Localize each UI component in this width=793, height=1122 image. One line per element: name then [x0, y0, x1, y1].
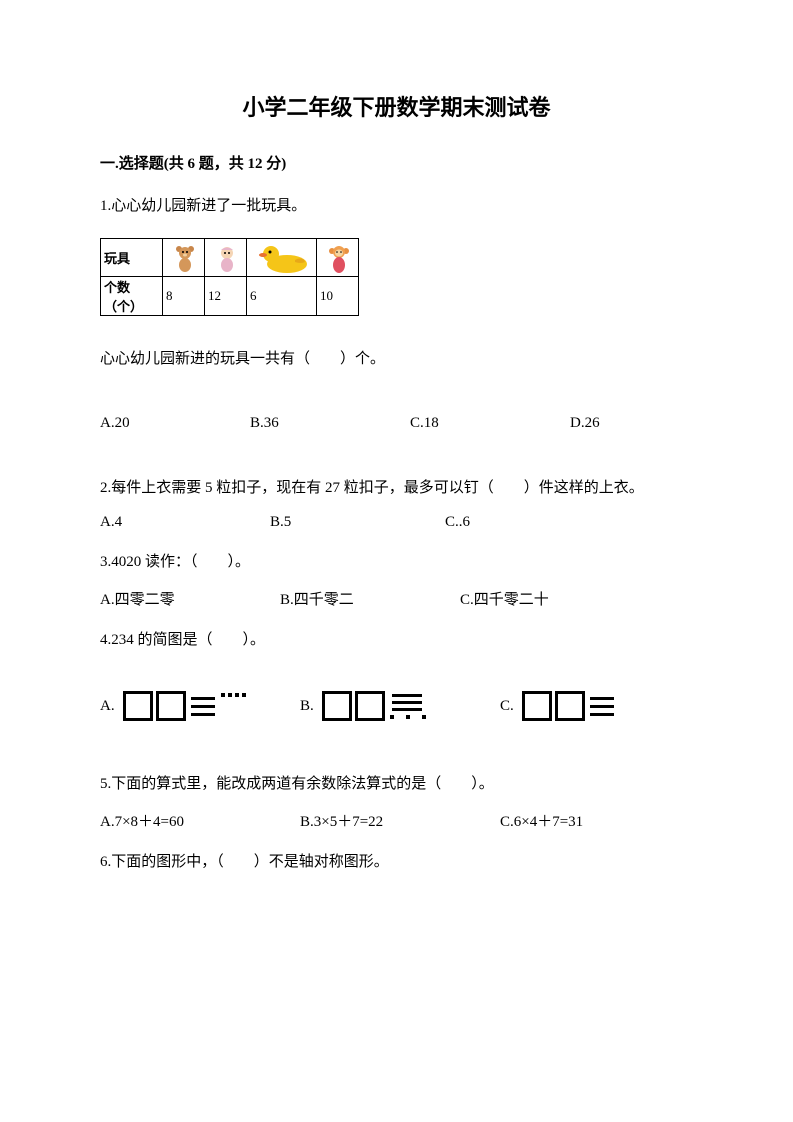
option-A-label: A. [100, 698, 115, 715]
option-A: A.四零二零 [100, 588, 280, 609]
section-header: 一.选择题(共 6 题，共 12 分) [100, 152, 693, 173]
count-cell: 10 [317, 277, 359, 316]
diagram-C [522, 691, 614, 721]
q6-text: 6.下面的图形中，（ ）不是轴对称图形。 [100, 849, 693, 876]
option-B: B.3×5＋7=22 [300, 810, 500, 831]
toy-label: 玩具 [101, 239, 163, 277]
duck-icon [255, 242, 311, 274]
q5-options: A.7×8＋4=60 B.3×5＋7=22 C.6×4＋7=31 [100, 810, 693, 831]
option-C-label: C. [500, 698, 514, 715]
count-label: 个数（个） [101, 277, 163, 316]
option-B-label: B. [300, 698, 314, 715]
toy-cell-bear [163, 239, 205, 277]
page-title: 小学二年级下册数学期末测试卷 [100, 90, 693, 122]
toy-cell-duck [247, 239, 317, 277]
bear-icon [172, 243, 198, 273]
table-row: 玩具 [101, 239, 359, 277]
diagram-B [322, 691, 426, 721]
option-C: C. [500, 691, 614, 721]
q5-text: 5.下面的算式里，能改成两道有余数除法算式的是（ ）。 [100, 771, 693, 798]
q4-text: 4.234 的简图是（ ）。 [100, 627, 693, 654]
q2-options: A.4 B.5 C..6 [100, 514, 693, 531]
count-cell: 12 [205, 277, 247, 316]
q1-text: 1.心心幼儿园新进了一批玩具。 [100, 193, 693, 220]
table-row: 个数（个） 8 12 6 10 [101, 277, 359, 316]
option-C: C.6×4＋7=31 [500, 810, 583, 831]
option-B: B.四千零二 [280, 588, 460, 609]
option-A: A.7×8＋4=60 [100, 810, 300, 831]
toy-cell-baby [205, 239, 247, 277]
q3-text: 3.4020 读作：（ ）。 [100, 549, 693, 576]
option-A: A.20 [100, 415, 250, 432]
count-cell: 8 [163, 277, 205, 316]
toy-table: 玩具 [100, 238, 359, 316]
q1-prompt: 心心幼儿园新进的玩具一共有（ ）个。 [100, 346, 693, 373]
q1-options: A.20 B.36 C.18 D.26 [100, 415, 693, 432]
option-B: B. [300, 691, 500, 721]
diagram-A [123, 691, 246, 721]
q2-text: 2.每件上衣需要 5 粒扣子，现在有 27 粒扣子，最多可以钉（ ）件这样的上衣… [100, 475, 693, 502]
option-A: A.4 [100, 514, 270, 531]
toy-cell-monkey [317, 239, 359, 277]
option-B: B.5 [270, 514, 445, 531]
q4-options: A. B. [100, 691, 693, 721]
q3-options: A.四零二零 B.四千零二 C.四千零二十 [100, 588, 693, 609]
option-C: C.18 [410, 415, 570, 432]
count-cell: 6 [247, 277, 317, 316]
option-C: C.四千零二十 [460, 588, 549, 609]
option-C: C..6 [445, 514, 470, 531]
option-D: D.26 [570, 415, 600, 432]
option-B: B.36 [250, 415, 410, 432]
option-A: A. [100, 691, 300, 721]
baby-icon [214, 243, 240, 273]
monkey-icon [326, 242, 352, 274]
